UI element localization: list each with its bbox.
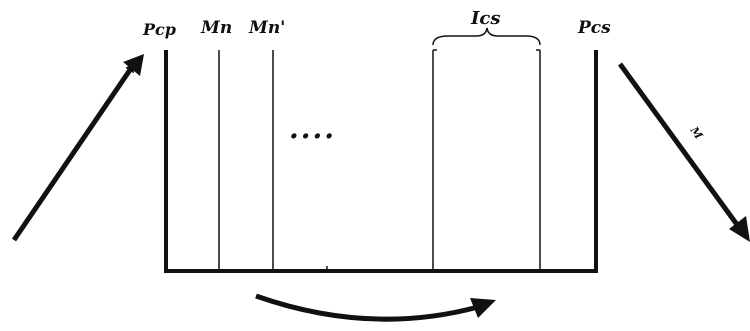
incoming-arrow-head <box>123 54 144 76</box>
ellipsis-label: .... <box>289 112 336 145</box>
m-label: M <box>687 123 706 142</box>
pcp-label: Pcp <box>142 20 176 39</box>
bottom-curved-arrow-head <box>470 298 496 318</box>
incoming-arrow <box>11 62 137 242</box>
mn-prime-label: Mn' <box>248 18 285 38</box>
mn-label: Mn <box>200 18 232 38</box>
ics-label: Ics <box>470 8 501 29</box>
outgoing-arrow <box>617 62 741 228</box>
ics-brace <box>432 27 541 46</box>
outgoing-arrow-head <box>729 216 750 242</box>
ics-compartment <box>432 50 541 271</box>
bottom-curved-arrow <box>255 293 479 322</box>
pcs-label: Pcs <box>577 18 611 38</box>
vessel-outline <box>164 50 598 273</box>
